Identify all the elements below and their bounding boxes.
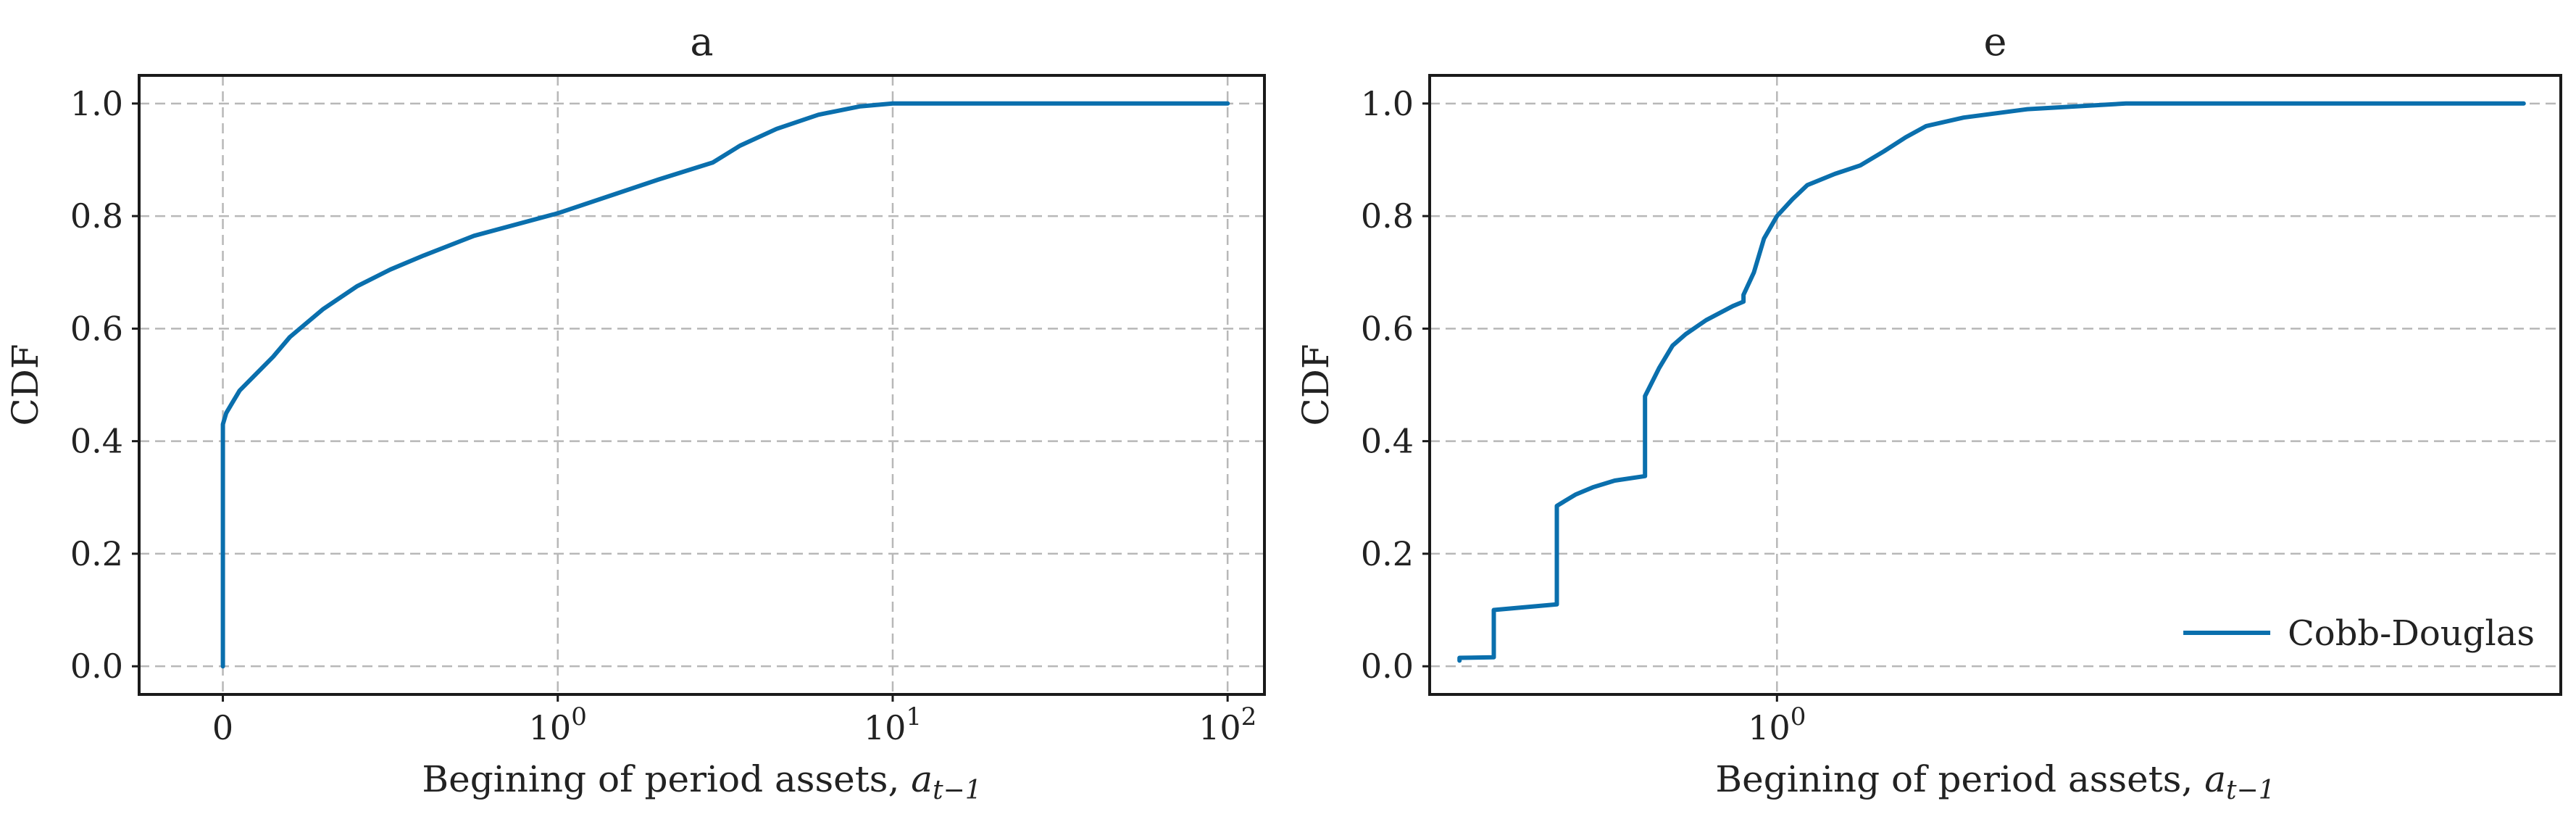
y-tick-label: 0.6	[70, 309, 123, 348]
y-tick-label: 0.4	[70, 422, 123, 461]
y-tick-label: 0.8	[1361, 196, 1414, 236]
y-tick-label: 0.4	[1361, 422, 1414, 461]
y-tick-label: 1.0	[1361, 84, 1414, 123]
chart-title: a	[690, 19, 713, 65]
cdf-series-line	[1457, 101, 2526, 663]
x-tick-label: 0	[212, 708, 233, 747]
chart-panel-e: 0.0 0.2 0.4 0.6 0.8 1.0 100 e Begining of period…	[1295, 19, 2562, 805]
y-tick-label: 0.2	[70, 534, 123, 573]
y-tick-label: 0.0	[1361, 647, 1414, 686]
x-tick-label: 102	[1199, 702, 1256, 747]
plot-frame	[138, 74, 1266, 696]
x-axis-label: Begining of period assets, at−1	[1715, 758, 2275, 805]
y-tick-label: 0.6	[1361, 309, 1414, 348]
x-tick-label: 100	[529, 702, 587, 747]
legend-label: Cobb-Douglas	[2288, 613, 2535, 654]
plot-frame	[1428, 74, 2562, 696]
chart-title: e	[1984, 19, 2007, 65]
y-tick-label: 0.2	[1361, 534, 1414, 573]
x-tick-label: 101	[864, 702, 922, 747]
x-axis-label: Begining of period assets, at−1	[422, 758, 981, 805]
y-axis-label: CDF	[4, 344, 46, 425]
chart-panel-a: 0.0 0.2 0.4 0.6 0.8 1.0 0 100 101 102 a Begining of…	[4, 19, 1266, 805]
cdf-series-line	[220, 101, 1230, 669]
y-axis-label: CDF	[1295, 344, 1337, 425]
y-tick-label: 1.0	[70, 84, 123, 123]
y-tick-label: 0.0	[70, 647, 123, 686]
y-tick-label: 0.8	[70, 196, 123, 236]
x-tick-label: 100	[1748, 702, 1806, 747]
